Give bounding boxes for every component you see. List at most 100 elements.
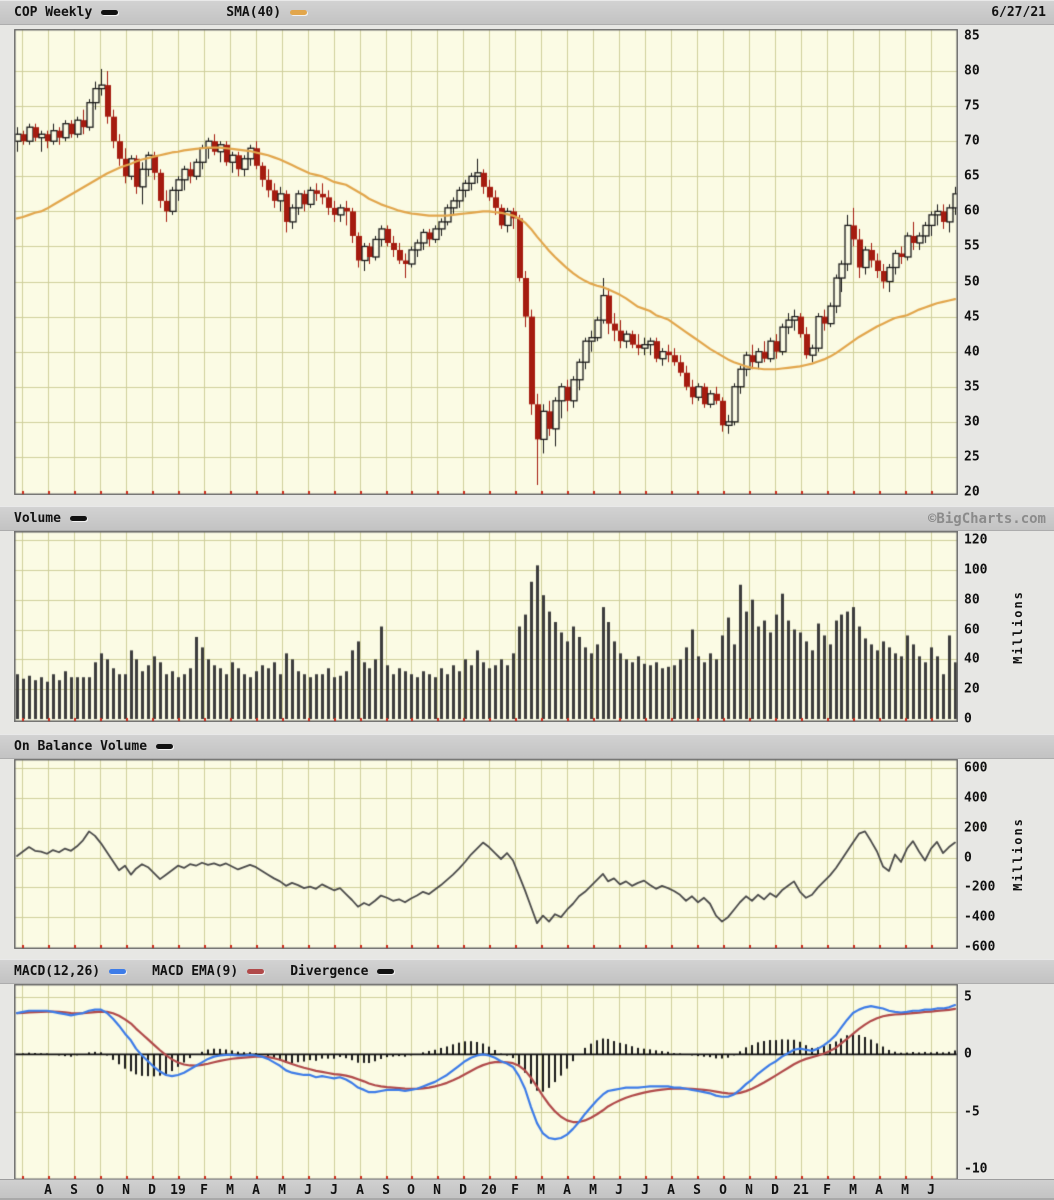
volume-label: Volume	[14, 511, 61, 526]
x-axis-label: M	[226, 1183, 234, 1198]
volume-tick-label: 60	[964, 622, 980, 637]
volume-header: Volume ©BigCharts.com	[0, 506, 1054, 531]
obv-tick-label: 600	[964, 760, 988, 776]
x-axis-label: D	[148, 1183, 156, 1198]
price-tick-label: 35	[964, 379, 980, 395]
volume-tick-label: 120	[964, 532, 988, 548]
x-axis-label: N	[122, 1183, 130, 1198]
x-axis-label: J	[927, 1183, 935, 1198]
macd-header: MACD(12,26) MACD EMA(9) Divergence	[0, 959, 1054, 984]
price-tick-label: 70	[964, 133, 980, 149]
x-axis-label: J	[615, 1183, 623, 1198]
volume-swatch-icon	[69, 516, 87, 521]
bigcharts-watermark: ©BigCharts.com	[927, 510, 1046, 527]
x-axis-label: 21	[793, 1183, 809, 1198]
macd-line-legend: MACD(12,26)	[14, 964, 127, 979]
x-axis-label: F	[823, 1183, 831, 1198]
bottom-edge	[0, 1198, 1054, 1200]
volume-tick-label: 20	[964, 681, 980, 697]
symbol-label: COP Weekly	[14, 5, 93, 20]
chart-date: 6/27/21	[991, 5, 1046, 20]
sma-swatch-icon	[290, 10, 308, 15]
obv-tick-label: -400	[964, 909, 996, 925]
x-axis-label: F	[511, 1183, 519, 1198]
x-axis-label: A	[44, 1183, 52, 1198]
x-axis-label: D	[459, 1183, 467, 1198]
x-axis-strip: A S O N D 19 F M A M J J A S O N D 20 F M A M J J A S O N D 21 F M A M J	[0, 1179, 1054, 1200]
x-axis-label: J	[330, 1183, 338, 1198]
obv-header: On Balance Volume	[0, 734, 1054, 759]
price-tick-label: 65	[964, 168, 980, 184]
sma-label: SMA(40)	[226, 5, 282, 20]
x-axis-label: 20	[481, 1183, 497, 1198]
x-axis-label: N	[745, 1183, 753, 1198]
macd-chart-canvas	[14, 984, 958, 1180]
x-axis-label: M	[537, 1183, 545, 1198]
macd-label: MACD(12,26)	[14, 964, 101, 979]
price-tick-label: 30	[964, 414, 980, 430]
x-axis-label: J	[304, 1183, 312, 1198]
x-axis-label: A	[667, 1183, 675, 1198]
x-axis-label: D	[771, 1183, 779, 1198]
x-axis-label: M	[589, 1183, 597, 1198]
price-tick-label: 45	[964, 309, 980, 325]
x-axis-label: F	[200, 1183, 208, 1198]
obv-legend: On Balance Volume	[14, 739, 174, 754]
price-series-swatch-icon	[101, 10, 119, 15]
x-axis-label: S	[70, 1183, 78, 1198]
divergence-label: Divergence	[290, 964, 369, 979]
x-axis-label: J	[641, 1183, 649, 1198]
macd-ema-swatch-icon	[247, 969, 265, 974]
price-tick-label: 20	[964, 484, 980, 500]
macd-ema-legend: MACD EMA(9)	[152, 964, 265, 979]
price-chart-canvas	[14, 29, 958, 495]
macd-tick-label: 0	[964, 1046, 972, 1062]
volume-chart-canvas	[14, 531, 958, 722]
price-tick-label: 85	[964, 28, 980, 44]
obv-tick-label: 200	[964, 820, 988, 836]
obv-tick-label: -200	[964, 879, 996, 895]
obv-tick-label: -600	[964, 939, 996, 955]
price-tick-label: 75	[964, 98, 980, 114]
symbol-legend: COP Weekly	[14, 5, 119, 20]
x-axis-label: O	[96, 1183, 104, 1198]
x-axis-label: M	[901, 1183, 909, 1198]
x-axis-label: A	[252, 1183, 260, 1198]
x-axis-label: M	[278, 1183, 286, 1198]
x-axis-label: M	[849, 1183, 857, 1198]
millions-axis-label: Millions	[1011, 589, 1025, 664]
price-tick-label: 60	[964, 203, 980, 219]
x-axis-label: A	[875, 1183, 883, 1198]
volume-tick-label: 40	[964, 651, 980, 667]
macd-tick-label: -10	[964, 1161, 988, 1177]
price-tick-label: 80	[964, 63, 980, 79]
x-axis-label: S	[693, 1183, 701, 1198]
macd-ema-label: MACD EMA(9)	[152, 964, 239, 979]
obv-label: On Balance Volume	[14, 739, 148, 754]
price-tick-label: 50	[964, 274, 980, 290]
sma-legend: SMA(40)	[226, 5, 308, 20]
macd-tick-label: -5	[964, 1104, 980, 1120]
obv-swatch-icon	[156, 744, 174, 749]
x-axis-label: 19	[170, 1183, 186, 1198]
obv-tick-label: 0	[964, 850, 972, 865]
main-chart-header: COP Weekly SMA(40) 6/27/21	[0, 0, 1054, 25]
volume-tick-label: 0	[964, 711, 972, 727]
macd-swatch-icon	[109, 969, 127, 974]
volume-tick-label: 80	[964, 592, 980, 608]
macd-tick-label: 5	[964, 989, 972, 1005]
volume-legend: Volume	[14, 511, 87, 526]
price-tick-label: 25	[964, 449, 980, 465]
divergence-legend: Divergence	[290, 964, 395, 979]
x-axis-label: S	[382, 1183, 390, 1198]
x-axis-label: A	[356, 1183, 364, 1198]
obv-chart-canvas	[14, 759, 958, 949]
obv-tick-label: 400	[964, 790, 988, 806]
x-axis-label: A	[563, 1183, 571, 1198]
x-axis-label: N	[433, 1183, 441, 1198]
volume-tick-label: 100	[964, 562, 988, 578]
price-tick-label: 55	[964, 238, 980, 254]
x-axis-label: O	[719, 1183, 727, 1198]
millions-axis-label: Millions	[1011, 817, 1025, 891]
